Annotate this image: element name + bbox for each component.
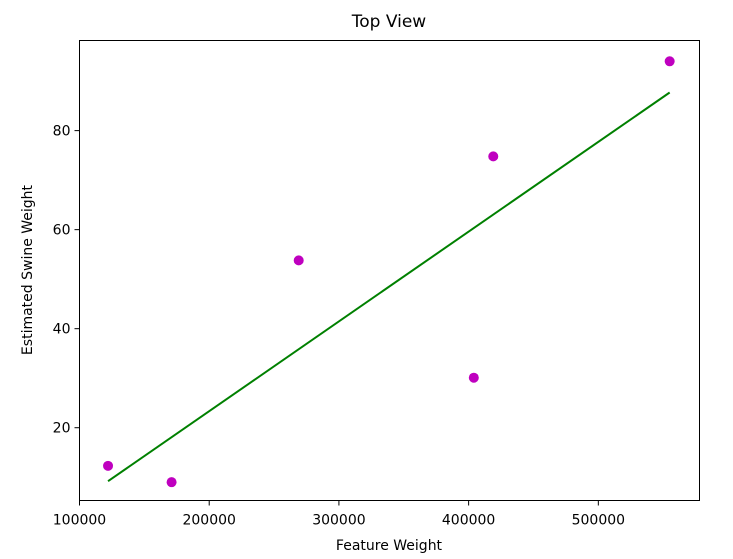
x-tick-label-0: 100000: [53, 513, 106, 529]
scatter-point-3: [468, 372, 479, 383]
y-axis-label: Estimated Swine Weight: [20, 184, 36, 355]
fit-lines: [107, 91, 671, 483]
x-axis: 100000 200000 300000 400000 500000: [53, 500, 625, 529]
scatter-point-0: [103, 460, 114, 471]
y-axis: 20 40 60 80: [53, 124, 80, 437]
y-tick-label-2: 60: [53, 223, 71, 239]
y-tick-label-1: 40: [53, 322, 71, 338]
scatter-point-1: [166, 477, 177, 488]
chart-title: Top View: [351, 12, 427, 32]
scatter-points: [103, 56, 675, 488]
y-tick-label-0: 20: [53, 421, 71, 437]
x-axis-label: Feature Weight: [336, 538, 443, 554]
fit-line-1: [107, 91, 671, 483]
scatter-point-5: [664, 56, 675, 67]
plot-frame: [79, 40, 700, 501]
scatter-point-2: [293, 255, 304, 266]
x-tick-label-1: 200000: [182, 513, 235, 529]
scatter-point-4: [488, 151, 499, 162]
x-tick-label-2: 300000: [312, 513, 365, 529]
x-tick-label-3: 400000: [442, 513, 495, 529]
y-tick-label-3: 80: [53, 124, 71, 140]
plot-area: 100000 200000 300000 400000 500000 20 40 60 80: [53, 40, 700, 529]
x-tick-label-4: 500000: [572, 513, 625, 529]
